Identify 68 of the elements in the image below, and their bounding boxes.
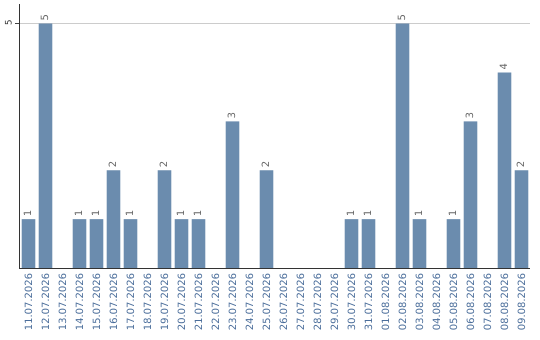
data-label: 2: [261, 160, 272, 168]
bar: [514, 170, 528, 268]
data-label: 5: [397, 14, 408, 21]
data-label: 1: [23, 210, 34, 216]
bar: [412, 219, 426, 268]
bar: [464, 121, 478, 268]
bar: [174, 219, 188, 268]
bar: [192, 219, 206, 268]
data-label: 1: [414, 210, 425, 216]
bar: [124, 219, 138, 268]
data-label: 5: [40, 14, 51, 21]
x-tick-label: 16.07.2026: [108, 273, 120, 330]
x-tick-label: 05.08.2026: [448, 273, 460, 330]
x-tick-label: 02.08.2026: [398, 273, 409, 330]
bar: [362, 219, 376, 268]
x-tick-label: 20.07.2026: [176, 273, 188, 330]
data-label: 4: [499, 63, 510, 70]
x-tick-label: 31.07.2026: [364, 273, 375, 330]
x-tick-label: 09.08.2026: [516, 273, 528, 330]
data-label: 1: [448, 210, 459, 216]
x-tick-label: 06.08.2026: [466, 273, 477, 330]
x-tick-label: 13.07.2026: [58, 273, 69, 330]
x-tick-label: 23.07.2026: [228, 273, 239, 330]
x-tick-label: 15.07.2026: [92, 273, 103, 330]
x-tick-label: 30.07.2026: [346, 273, 358, 330]
x-tick-label: 03.08.2026: [414, 273, 426, 330]
bar: [72, 219, 86, 268]
x-tick-label: 01.08.2026: [380, 273, 392, 330]
x-tick-label: 14.07.2026: [74, 273, 86, 330]
x-tick-label: 08.08.2026: [500, 273, 511, 330]
bar: [158, 170, 172, 268]
bar: [90, 219, 104, 268]
data-label: 1: [91, 210, 102, 216]
data-label: 1: [176, 210, 187, 216]
x-tick-label: 21.07.2026: [194, 273, 205, 330]
x-tick-label: 28.07.2026: [312, 273, 324, 330]
x-tick-label: 19.07.2026: [160, 273, 171, 330]
bar: [22, 219, 36, 268]
bar: [498, 72, 512, 268]
bar: [446, 219, 460, 268]
bar: [260, 170, 274, 268]
x-tick-label: 12.07.2026: [40, 273, 52, 330]
data-label: 1: [346, 210, 357, 216]
data-label: 1: [363, 210, 374, 216]
data-label: 3: [465, 112, 476, 118]
data-label: 1: [193, 210, 204, 216]
bar: [226, 121, 240, 268]
x-tick-label: 29.07.2026: [330, 273, 341, 330]
x-tick-label: 25.07.2026: [262, 273, 273, 330]
data-label: 1: [74, 210, 85, 216]
bar: [106, 170, 120, 268]
data-label: 2: [516, 160, 527, 168]
data-label: 3: [227, 112, 238, 118]
x-tick-label: 26.07.2026: [278, 273, 290, 330]
x-tick-label: 11.07.2026: [24, 273, 35, 330]
bar: [38, 24, 52, 268]
x-tick-label: 24.07.2026: [244, 273, 256, 330]
x-tick-label: 22.07.2026: [210, 273, 222, 330]
data-label: 2: [159, 160, 170, 168]
x-tick-label: 07.08.2026: [482, 273, 494, 330]
data-label: 2: [108, 160, 119, 168]
data-label: 1: [125, 210, 136, 216]
x-tick-label: 17.07.2026: [126, 273, 137, 330]
bar: [396, 24, 410, 268]
x-tick-label: 18.07.2026: [142, 273, 154, 330]
x-tick-label: 04.08.2026: [432, 273, 443, 330]
bar: [344, 219, 358, 268]
x-tick-label: 27.07.2026: [296, 273, 307, 330]
